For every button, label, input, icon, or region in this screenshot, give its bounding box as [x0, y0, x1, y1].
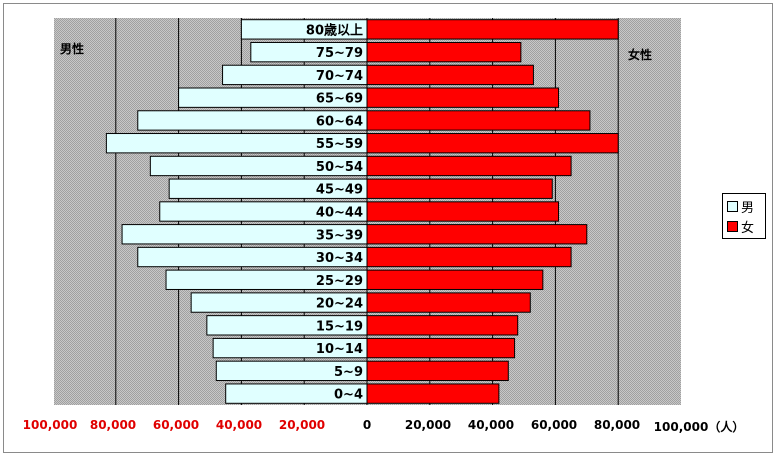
- category-label: 35~39: [316, 228, 363, 243]
- category-label: 80歳以上: [306, 22, 363, 38]
- x-tick-label: 60,000: [530, 418, 578, 432]
- legend-item-female: 女: [727, 217, 755, 236]
- bar-female: [366, 383, 500, 404]
- legend-label-female: 女: [741, 220, 755, 236]
- bar-female: [366, 360, 509, 382]
- category-label: 60~64: [316, 114, 363, 129]
- bar-female: [366, 133, 619, 154]
- bars: [105, 18, 619, 405]
- category-label: 40~44: [316, 206, 363, 221]
- category-label: 15~19: [316, 319, 363, 334]
- category-label: 65~69: [316, 92, 363, 107]
- category-label: 45~49: [316, 183, 363, 198]
- category-label: 25~29: [316, 274, 363, 289]
- x-tick-label: 100,000（人）: [653, 420, 745, 434]
- legend-item-male: 男: [727, 197, 755, 216]
- x-tick-label: 0: [362, 418, 372, 432]
- bar-female: [366, 292, 531, 313]
- bar-female: [366, 41, 522, 63]
- category-label: 50~54: [316, 160, 363, 175]
- bar-female: [366, 337, 516, 359]
- legend-swatch-female: [727, 220, 738, 232]
- legend: 男 女: [722, 193, 766, 239]
- male-side-label: 男性: [60, 42, 85, 56]
- bar-female: [366, 19, 619, 40]
- bar-female: [366, 110, 591, 131]
- x-tick-label: 60,000: [152, 418, 200, 432]
- legend-swatch-male: [727, 200, 738, 212]
- category-label: 30~34: [316, 251, 363, 266]
- bar-female: [366, 155, 572, 177]
- bar-female: [366, 87, 560, 108]
- category-label: 5~9: [334, 365, 363, 380]
- bar-female: [366, 315, 519, 336]
- category-label: 0~4: [334, 388, 363, 403]
- legend-label-male: 男: [741, 200, 755, 216]
- category-label: 10~14: [316, 342, 363, 357]
- category-label: 75~79: [316, 46, 363, 61]
- x-tick-label: 80,000: [89, 418, 137, 432]
- x-tick-label: 20,000: [404, 418, 452, 432]
- bar-female: [366, 178, 553, 199]
- x-tick-label: 20,000: [278, 418, 326, 432]
- bar-female: [366, 224, 588, 245]
- category-labels: 80歳以上 75~79 70~74 65~69 60~64 55~59 50~54 45~49…: [306, 22, 363, 402]
- x-tick-label: 40,000: [215, 418, 263, 432]
- x-tick-label: 100,000: [22, 418, 78, 432]
- x-tick-label: 80,000: [593, 418, 641, 432]
- bar-female: [366, 269, 544, 290]
- category-label: 20~24: [316, 297, 363, 312]
- bar-female: [366, 64, 534, 86]
- x-tick-label: 40,000: [467, 418, 515, 432]
- category-label: 55~59: [316, 137, 363, 152]
- category-label: 70~74: [316, 69, 363, 84]
- bar-female: [366, 201, 560, 222]
- bar-female: [366, 246, 572, 268]
- female-side-label: 女性: [628, 48, 653, 62]
